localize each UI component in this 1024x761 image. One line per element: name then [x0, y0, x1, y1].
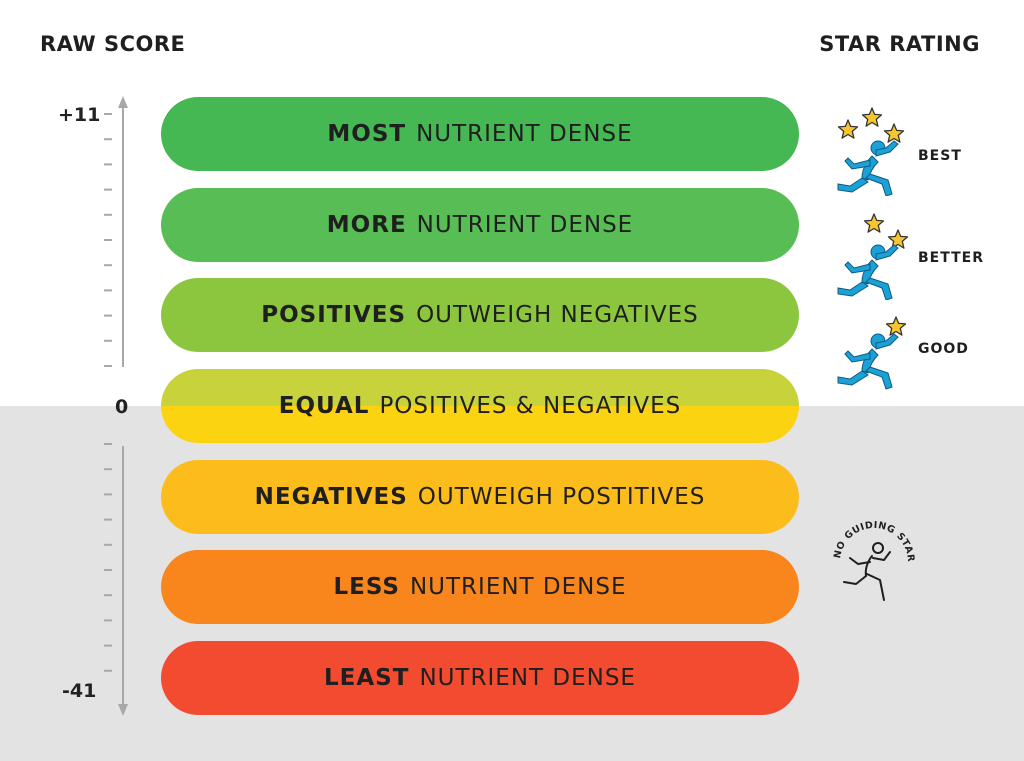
star-icon [863, 213, 885, 233]
band-more-nutrient-dense: MORE NUTRIENT DENSE [161, 188, 799, 262]
band-text: NUTRIENT DENSE [419, 665, 636, 691]
rating-good: GOOD [828, 313, 988, 393]
score-zero-label: 0 [115, 396, 129, 418]
runner-figure-part [844, 157, 871, 170]
star-rating-heading: STAR RATING [819, 32, 980, 56]
runner-figure-part [837, 281, 869, 297]
runner-one-star-icon [837, 316, 907, 390]
band-less-nutrient-dense: LESS NUTRIENT DENSE [161, 550, 799, 624]
band-text: NUTRIENT DENSE [416, 121, 633, 147]
runner-figure-part [875, 140, 899, 157]
no-guiding-stars-badge: NO GUIDING STARS [826, 514, 916, 601]
runner-figure-part [875, 244, 899, 261]
runner-figure-part [865, 277, 893, 300]
band-most-nutrient-dense: MOST NUTRIENT DENSE [161, 97, 799, 171]
axis-up-arrowhead [118, 96, 128, 108]
star-icon [861, 107, 883, 127]
star-icon [887, 229, 909, 249]
band-least-nutrient-dense: LEAST NUTRIENT DENSE [161, 641, 799, 715]
score-max-label: +11 [58, 104, 101, 126]
axis-ticks [104, 113, 112, 672]
rating-label: GOOD [918, 341, 969, 357]
runner-figure-part [865, 173, 893, 196]
runner-three-stars-icon [837, 107, 905, 196]
raw-score-axis [104, 96, 128, 716]
band-text: OUTWEIGH POSTITIVES [417, 484, 706, 510]
star-icon [883, 123, 905, 143]
raw-score-heading: RAW SCORE [40, 32, 186, 56]
badge-text: NO GUIDING STARS [826, 514, 916, 563]
runner-figure-part [844, 350, 871, 363]
band-bold-text: LESS [333, 574, 400, 600]
band-negatives-outweigh-positives: NEGATIVES OUTWEIGH POSTITIVES [161, 460, 799, 534]
rating-label: BETTER [918, 250, 984, 266]
runner-figure-part [865, 366, 893, 390]
band-positives-outweigh-negatives: POSITIVES OUTWEIGH NEGATIVES [161, 278, 799, 352]
band-bold-text: EQUAL [278, 393, 370, 419]
axis-down-arrowhead [118, 704, 128, 716]
axis-upper-segment [118, 96, 128, 367]
svg-text:NO GUIDING STARS: NO GUIDING STARS [826, 514, 916, 563]
star-icon [885, 316, 907, 336]
star-icon [837, 119, 859, 139]
runner-figure-part [844, 261, 871, 274]
rating-label: BEST [918, 148, 962, 164]
band-bold-text: MORE [326, 212, 407, 238]
band-text: NUTRIENT DENSE [409, 574, 627, 600]
band-bold-text: POSITIVES [261, 302, 407, 328]
rating-better: BETTER [828, 208, 998, 300]
runner-figure-part [837, 177, 869, 193]
rating-best: BEST [828, 104, 988, 196]
runner-figure-part [837, 370, 869, 386]
band-equal-positives-negatives: EQUAL POSITIVES & NEGATIVES [161, 369, 799, 443]
band-bold-text: LEAST [324, 665, 410, 691]
band-text: POSITIVES & NEGATIVES [379, 393, 682, 419]
band-bold-text: MOST [327, 121, 407, 147]
score-min-label: -41 [62, 680, 97, 702]
runner-figure-part [875, 333, 899, 350]
runner-two-stars-icon [837, 213, 909, 300]
band-text: NUTRIENT DENSE [416, 212, 634, 238]
axis-lower-segment [118, 446, 128, 716]
band-bold-text: NEGATIVES [254, 484, 408, 510]
outlined-runner-icon [843, 542, 891, 601]
band-text: OUTWEIGH NEGATIVES [416, 302, 699, 328]
